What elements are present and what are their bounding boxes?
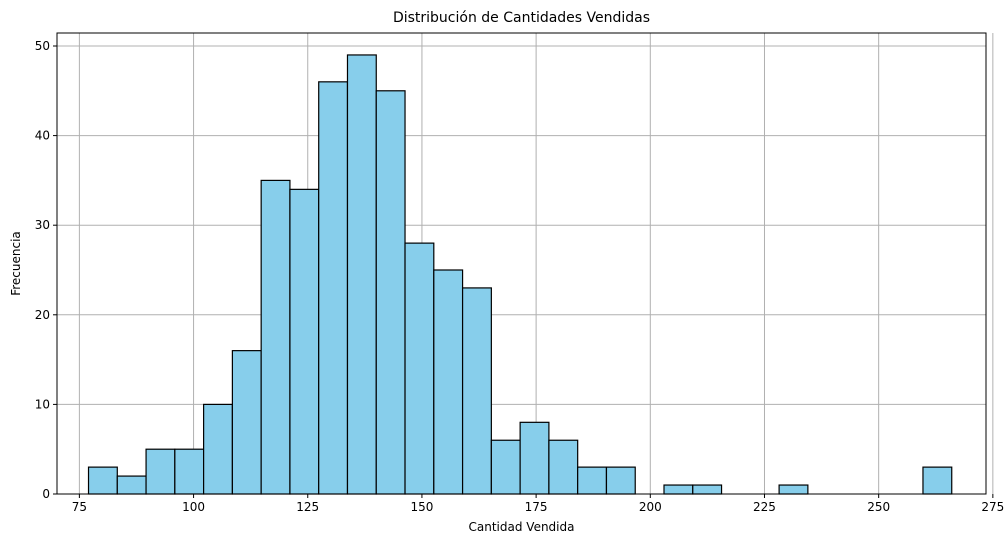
histogram-bar xyxy=(490,439,521,495)
histogram-bar xyxy=(203,403,233,495)
axes xyxy=(56,32,987,495)
y-tick-label: 50 xyxy=(35,39,50,53)
y-tick-label: 10 xyxy=(35,397,50,411)
tick-labels: 75 100 125 150 175 200 225 250 275 0 10 20 30 40 50 xyxy=(35,39,1005,514)
x-tick-label: 150 xyxy=(410,500,433,514)
histogram-bar xyxy=(289,188,320,495)
histogram-bar xyxy=(577,466,608,495)
plot-frame xyxy=(56,32,987,495)
x-tick-label: 75 xyxy=(72,500,87,514)
x-tick-label: 200 xyxy=(639,500,662,514)
histogram-bar xyxy=(404,242,435,495)
x-tick-label: 225 xyxy=(753,500,776,514)
chart-title: Distribución de Cantidades Vendidas xyxy=(393,10,650,26)
histogram-bar xyxy=(231,350,262,495)
histogram-bar xyxy=(346,54,377,495)
histogram-bar xyxy=(778,484,809,495)
y-tick-label: 30 xyxy=(35,218,50,232)
x-tick-label: 275 xyxy=(981,500,1004,514)
histogram-bar xyxy=(116,475,147,495)
histogram-bar xyxy=(260,179,291,495)
histogram-bar xyxy=(461,287,492,495)
y-tick-label: 40 xyxy=(35,129,50,143)
histogram-bar xyxy=(375,90,406,495)
histogram-bar xyxy=(605,466,636,495)
x-tick-label: 125 xyxy=(296,500,319,514)
y-tick-label: 20 xyxy=(35,308,50,322)
histogram-bar xyxy=(145,448,176,495)
histogram-bar xyxy=(663,484,694,495)
histogram-bar xyxy=(174,448,205,495)
y-axis-label: Frecuencia xyxy=(9,231,23,296)
histogram-bar xyxy=(692,484,723,495)
x-axis-label: Cantidad Vendida xyxy=(469,520,575,534)
histogram-bar xyxy=(922,466,953,495)
histogram-bar xyxy=(318,81,349,495)
x-tick-label: 175 xyxy=(525,500,548,514)
histogram-bar xyxy=(87,466,118,495)
x-tick-label: 100 xyxy=(182,500,205,514)
histogram-bar xyxy=(433,269,464,495)
y-tick-label: 0 xyxy=(42,487,50,501)
x-tick-label: 250 xyxy=(867,500,890,514)
histogram-bar xyxy=(519,421,550,495)
histogram-bars xyxy=(87,54,953,495)
histogram-bar xyxy=(548,439,579,495)
